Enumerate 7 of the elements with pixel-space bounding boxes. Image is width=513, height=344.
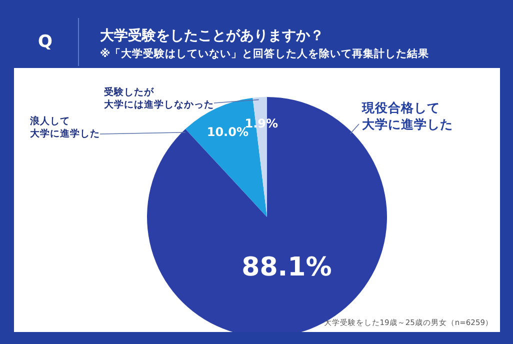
data-label: 88.1% bbox=[242, 252, 332, 282]
slice-label: 現役合格して大学に進学した bbox=[361, 100, 453, 132]
slice-label: 浪人して大学に進学した bbox=[29, 115, 100, 140]
slice-label: 受験したが大学には進学しなかった bbox=[103, 86, 214, 110]
chart-subtitle: ※「大学受験はしていない」と回答した人を除いて再集計した結果 bbox=[100, 47, 430, 61]
text: Q bbox=[38, 32, 52, 52]
chart-title: 大学受験をしたことがありますか？ bbox=[100, 27, 324, 45]
